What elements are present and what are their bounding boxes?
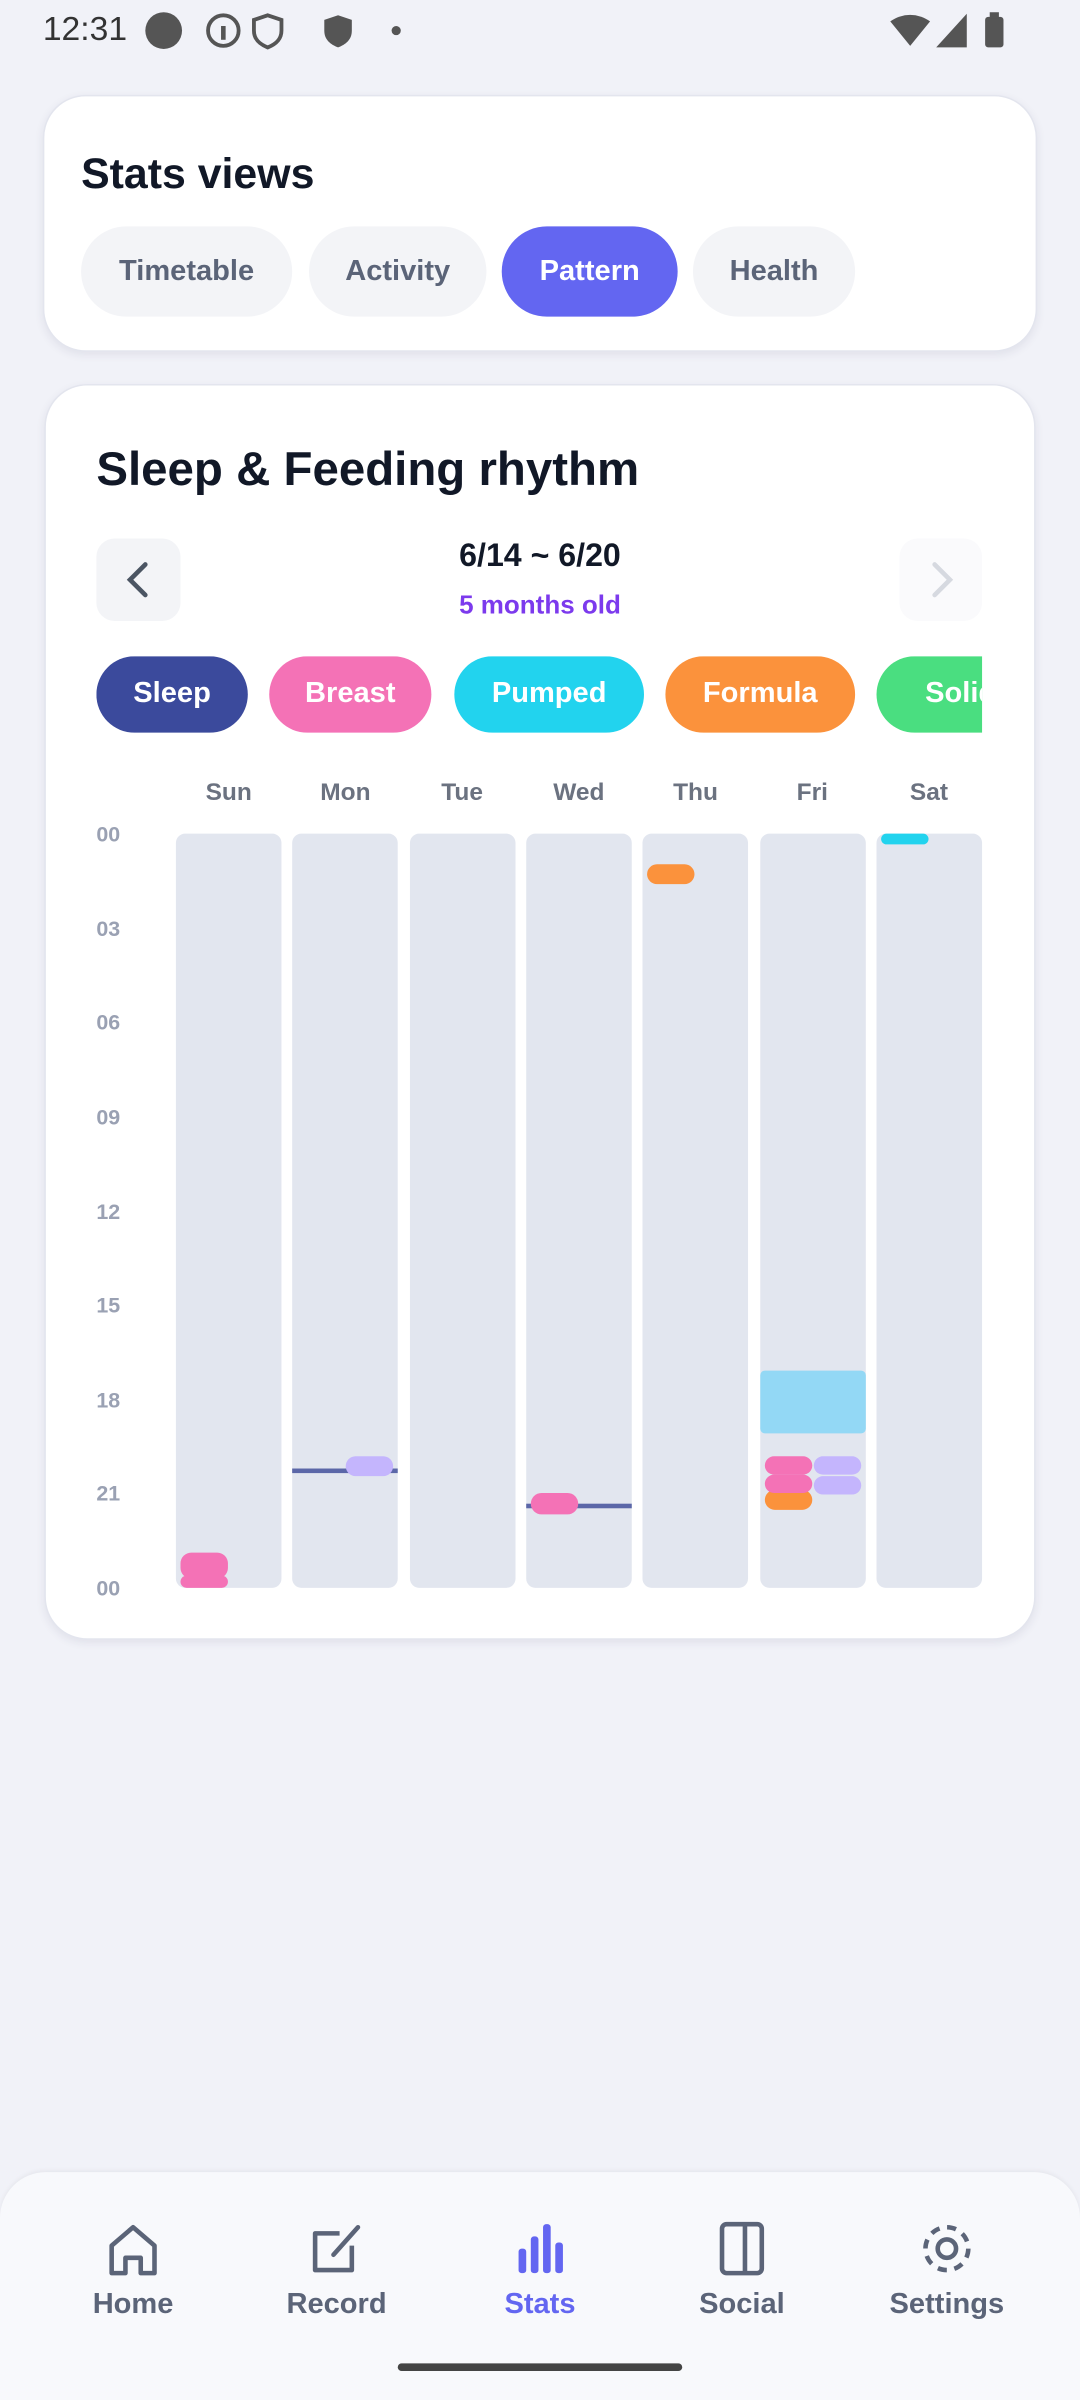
filter-chip[interactable]: Sleep (96, 656, 248, 733)
rhythm-event (180, 1553, 228, 1579)
status-time: 12:31 (42, 9, 128, 48)
rhythm-event (764, 1474, 812, 1494)
rhythm-event (346, 1455, 394, 1477)
nav-label: Stats (504, 2288, 576, 2321)
nav-item[interactable]: Record (252, 2218, 420, 2322)
day-label: Mon (320, 780, 371, 807)
day-label: Sat (909, 780, 949, 807)
status-icons (145, 12, 401, 50)
tab[interactable]: Health (692, 226, 856, 317)
rhythm-event (764, 1455, 812, 1475)
next-week-button[interactable] (899, 538, 983, 622)
filter-chip[interactable]: Formula (665, 656, 856, 733)
chevron-left (126, 562, 148, 598)
home-indicator (397, 2363, 683, 2372)
filter-chip[interactable]: Solid (876, 656, 983, 733)
rhythm-event (880, 833, 929, 845)
day-label: Fri (796, 780, 828, 807)
hour-label: 21 (96, 1481, 121, 1506)
hour-label: 09 (96, 1104, 121, 1129)
baby-age: 5 months old (459, 590, 621, 620)
tab[interactable]: Timetable (81, 226, 293, 317)
date-range: 6/14 ~ 6/20 (459, 538, 621, 574)
hour-label: 12 (96, 1198, 121, 1223)
hour-label: 15 (96, 1292, 121, 1318)
day-column (526, 833, 632, 1588)
rhythm-event (813, 1455, 861, 1475)
hour-label: 06 (96, 1009, 121, 1035)
nav-label: Social (699, 2288, 785, 2321)
nav-item[interactable]: Home (49, 2218, 217, 2322)
nav-item[interactable]: Settings (863, 2218, 1031, 2322)
nav-icon (518, 2224, 563, 2274)
nav-item[interactable]: Stats (456, 2218, 624, 2322)
rhythm-event (526, 1503, 632, 1509)
chevron-right (932, 562, 954, 598)
nav-item[interactable]: Social (658, 2218, 826, 2322)
nav-icon (109, 2224, 157, 2276)
day-column (642, 833, 749, 1588)
hour-label: 18 (96, 1387, 121, 1412)
prev-week-button[interactable] (96, 538, 181, 622)
nav-icon (923, 2224, 971, 2273)
section-title: Stats views (81, 149, 315, 198)
hour-label: 00 (96, 1575, 121, 1601)
rhythm-event (813, 1476, 861, 1496)
status-right-icons (890, 12, 1004, 48)
day-label: Sun (205, 780, 252, 807)
tab[interactable]: Pattern (501, 226, 678, 317)
bottom-nav (0, 2172, 1080, 2400)
day-column (876, 833, 982, 1588)
nav-label: Home (92, 2288, 174, 2321)
rhythm-event (764, 1490, 812, 1510)
day-label: Thu (673, 780, 718, 807)
hour-label: 00 (96, 821, 121, 846)
chart-title: Sleep & Feeding rhythm (96, 442, 640, 496)
day-column (409, 833, 515, 1588)
rhythm-event (759, 1370, 866, 1434)
day-label: Wed (553, 780, 605, 807)
tab[interactable]: Activity (308, 226, 487, 317)
rhythm-event (180, 1575, 228, 1588)
filter-chip[interactable]: Pumped (454, 656, 645, 733)
day-column (175, 833, 282, 1588)
day-label: Tue (441, 780, 483, 807)
nav-icon (719, 2221, 765, 2276)
rhythm-event (292, 1469, 399, 1474)
nav-label: Record (286, 2288, 387, 2321)
nav-icon (312, 2224, 361, 2273)
filter-chips: Sleep Breast Pumped Formula Solid (96, 656, 983, 733)
hour-label: 03 (96, 915, 121, 941)
rhythm-event (647, 864, 695, 884)
rhythm-event (530, 1493, 579, 1514)
filter-chip[interactable]: Breast (269, 656, 432, 733)
nav-label: Settings (889, 2288, 1005, 2321)
